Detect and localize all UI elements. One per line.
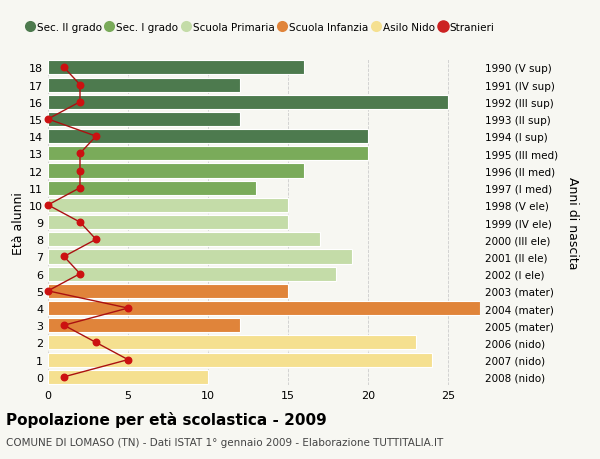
Bar <box>48 181 256 196</box>
Point <box>123 305 133 312</box>
Y-axis label: Anni di nascita: Anni di nascita <box>566 176 580 269</box>
Bar <box>48 130 368 144</box>
Point <box>75 151 85 158</box>
Point <box>91 236 101 243</box>
Point <box>59 65 69 72</box>
Bar <box>48 233 320 247</box>
Point <box>75 185 85 192</box>
Point <box>91 133 101 140</box>
Bar <box>48 95 448 110</box>
Bar <box>48 250 352 264</box>
Bar <box>48 164 304 178</box>
Bar <box>48 302 480 315</box>
Bar <box>48 319 240 333</box>
Point <box>59 253 69 261</box>
Bar <box>48 370 208 384</box>
Point <box>43 287 53 295</box>
Point <box>59 373 69 381</box>
Bar <box>48 61 304 75</box>
Bar <box>48 336 416 350</box>
Point <box>75 270 85 278</box>
Bar <box>48 216 288 230</box>
Point <box>75 99 85 106</box>
Point <box>75 219 85 226</box>
Bar <box>48 147 368 161</box>
Point <box>59 322 69 329</box>
Bar <box>48 284 288 298</box>
Bar <box>48 267 336 281</box>
Y-axis label: Età alunni: Età alunni <box>12 191 25 254</box>
Bar <box>48 112 240 127</box>
Bar <box>48 198 288 213</box>
Text: COMUNE DI LOMASO (TN) - Dati ISTAT 1° gennaio 2009 - Elaborazione TUTTITALIA.IT: COMUNE DI LOMASO (TN) - Dati ISTAT 1° ge… <box>6 437 443 447</box>
Legend: Sec. II grado, Sec. I grado, Scuola Primaria, Scuola Infanzia, Asilo Nido, Stran: Sec. II grado, Sec. I grado, Scuola Prim… <box>27 22 494 33</box>
Text: Popolazione per età scolastica - 2009: Popolazione per età scolastica - 2009 <box>6 411 327 427</box>
Bar <box>48 353 432 367</box>
Point <box>75 82 85 89</box>
Bar <box>48 78 240 92</box>
Point <box>43 202 53 209</box>
Point <box>43 116 53 123</box>
Point <box>123 356 133 364</box>
Point <box>75 168 85 175</box>
Point <box>91 339 101 347</box>
